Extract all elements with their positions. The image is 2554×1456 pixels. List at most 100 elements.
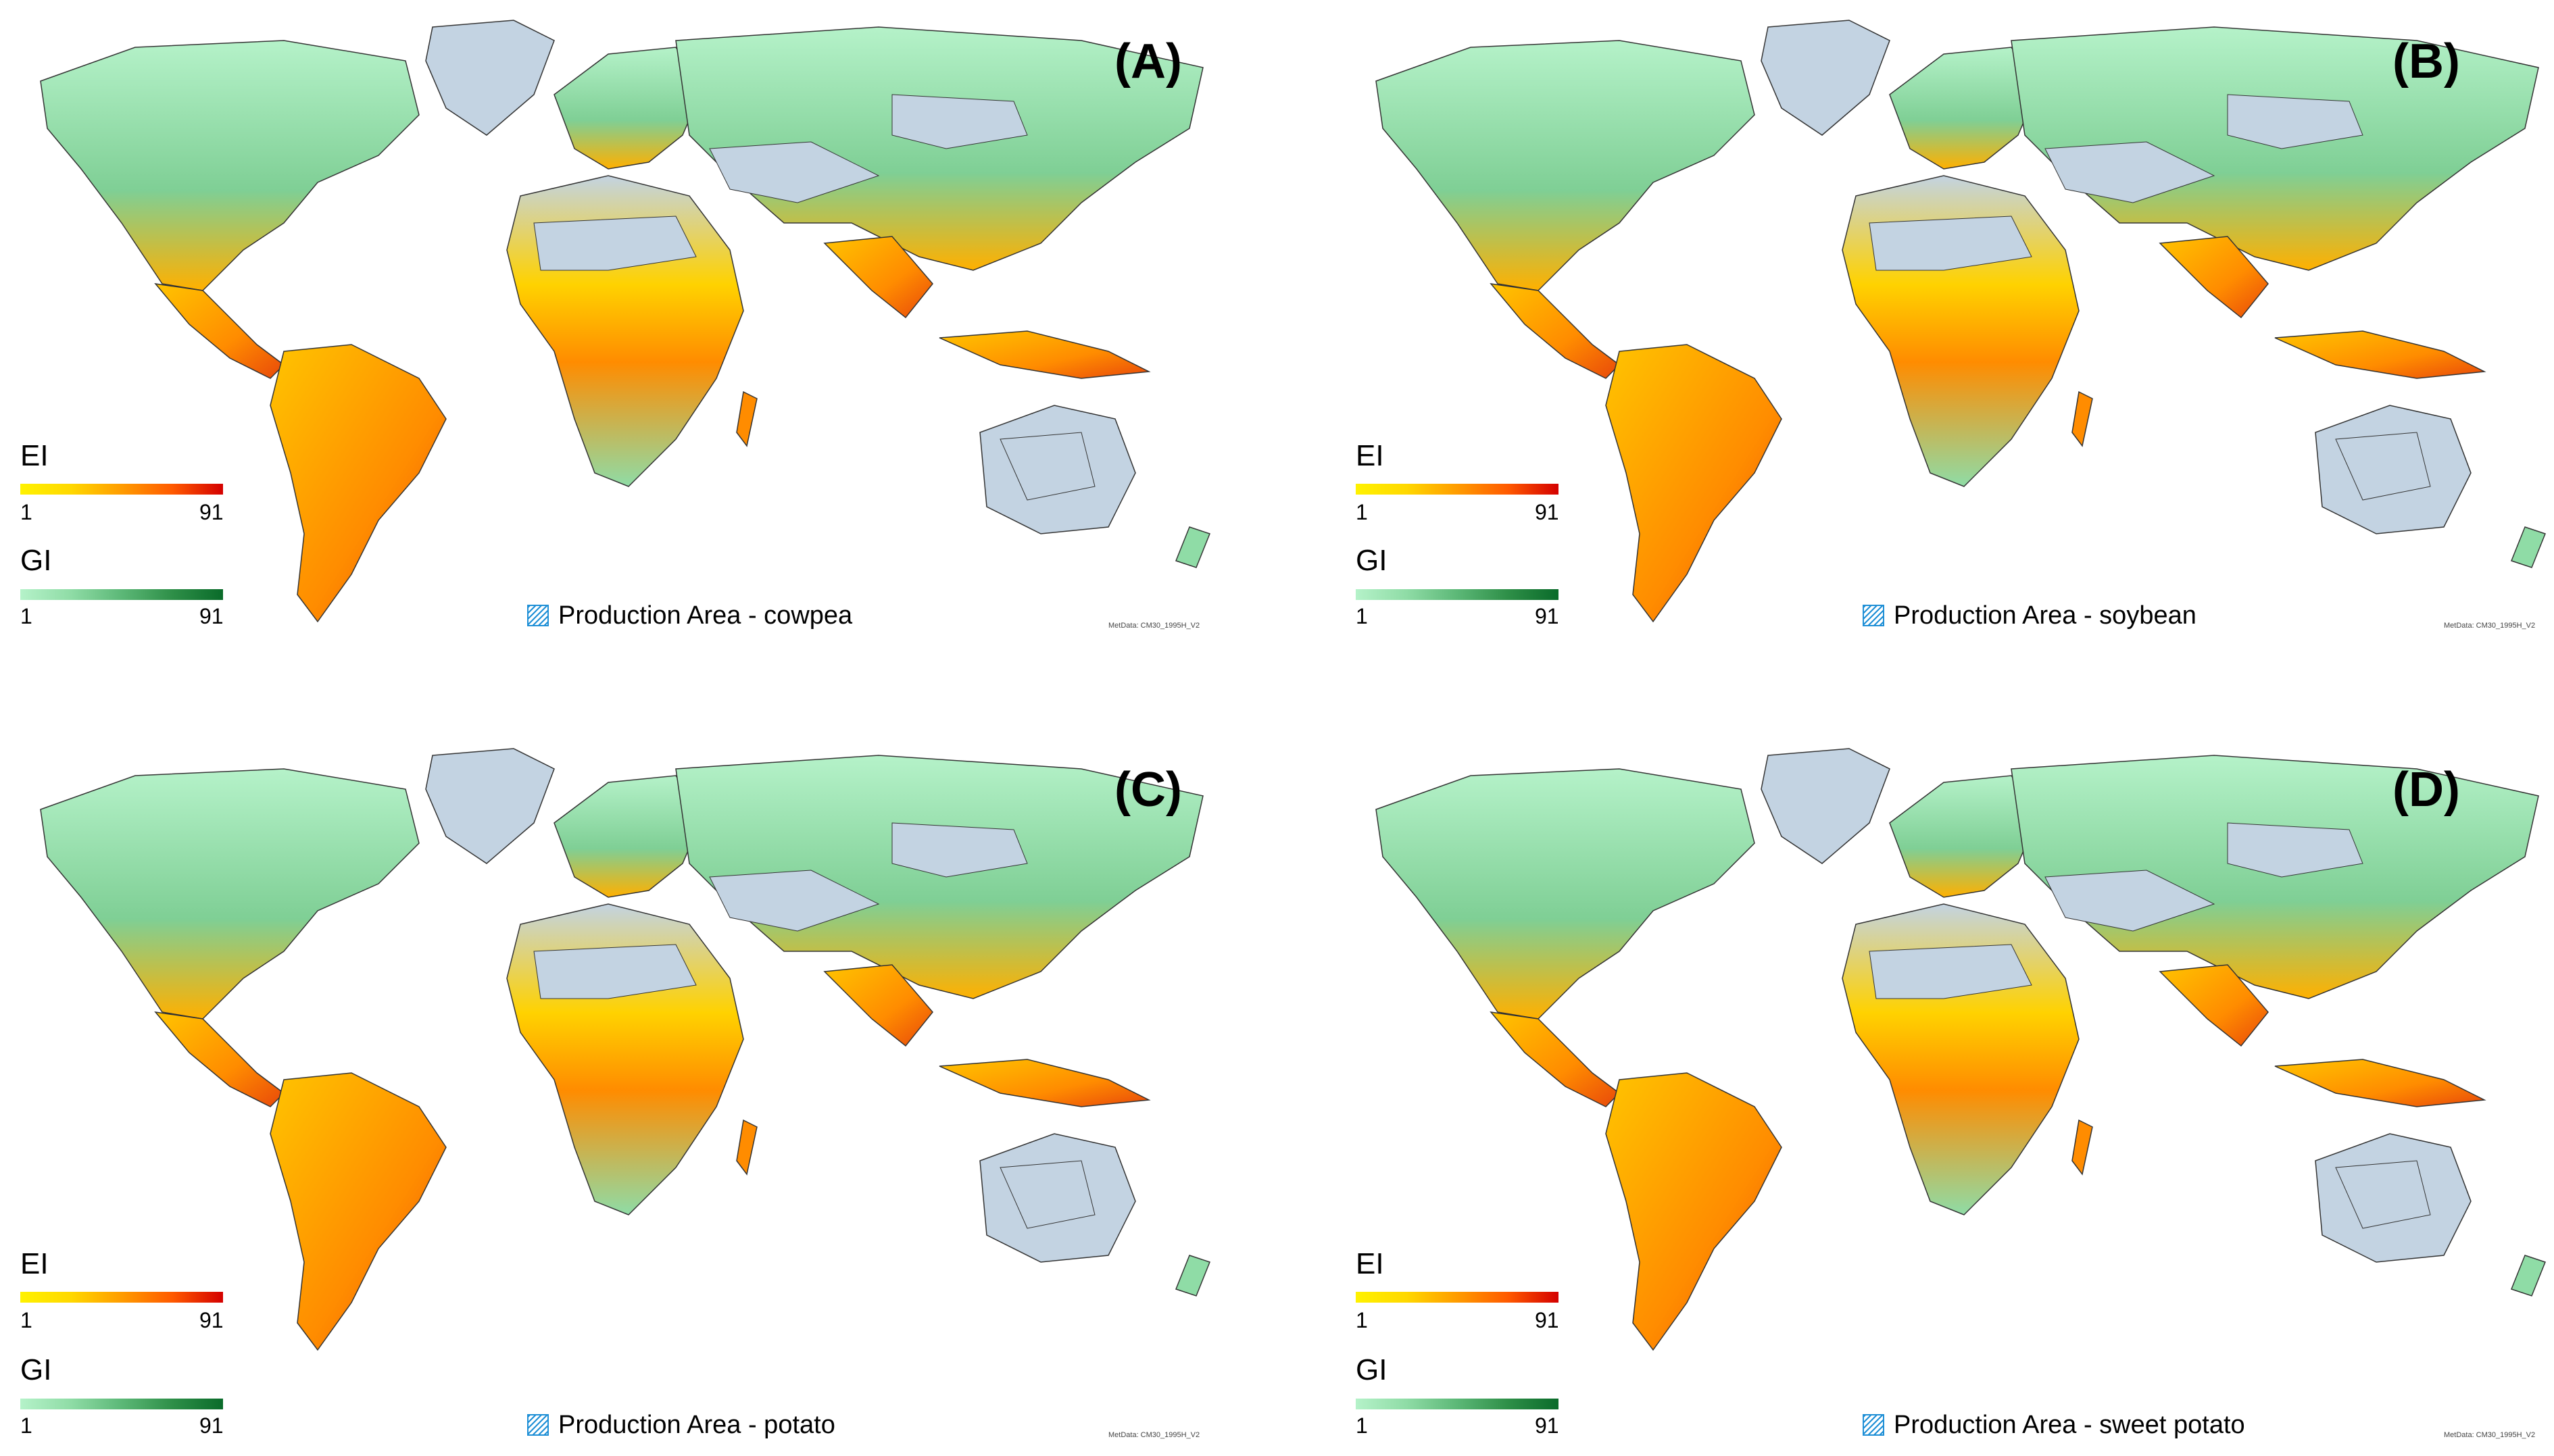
crop-name: - sweet potato xyxy=(2083,1411,2245,1439)
south-asia-landmass xyxy=(2159,236,2269,319)
ei-max-label: 91 xyxy=(199,500,224,524)
europe-landmass xyxy=(554,775,704,898)
gi-max-label: 91 xyxy=(1535,604,1559,628)
south-asia-landmass xyxy=(823,964,933,1047)
gi-min-label: 1 xyxy=(1356,604,1368,628)
gi-color-ramp xyxy=(1356,1399,1558,1409)
world-map xyxy=(1375,748,2546,1351)
ei-min-label: 1 xyxy=(20,1308,32,1332)
gi-legend-title: GI xyxy=(1356,1353,1387,1386)
hatch-swatch-icon xyxy=(1863,605,1884,626)
ei-legend-title: EI xyxy=(1356,1247,1384,1280)
unsuitable-region-2 xyxy=(891,822,1028,878)
central-america-landmass xyxy=(1490,1011,1621,1107)
unsuitable-region-2 xyxy=(2227,94,2363,149)
central-america-landmass xyxy=(154,1011,285,1107)
south-america-landmass xyxy=(270,1072,447,1351)
gi-max-label: 91 xyxy=(1535,1413,1559,1438)
madagascar-landmass xyxy=(736,391,758,447)
madagascar-landmass xyxy=(2071,1119,2093,1176)
new-zealand-landmass xyxy=(1175,526,1210,568)
gi-color-ramp xyxy=(1356,589,1558,600)
crop-name: - soybean xyxy=(2083,601,2196,630)
indonesia-landmass xyxy=(939,330,1151,379)
production-area-label: Production Area xyxy=(1894,601,2077,630)
unsuitable-region-3 xyxy=(2335,1160,2431,1229)
gi-color-ramp xyxy=(20,589,223,600)
north-america-landmass xyxy=(40,40,420,291)
central-america-landmass xyxy=(154,282,285,379)
ei-max-label: 91 xyxy=(199,1308,224,1332)
central-america-landmass xyxy=(1490,282,1621,379)
unsuitable-region-3 xyxy=(1000,432,1096,501)
production-area-label: Production Area xyxy=(558,601,741,630)
ei-color-ramp xyxy=(1356,484,1558,495)
gi-legend-title: GI xyxy=(1356,544,1387,577)
world-map xyxy=(40,748,1210,1351)
new-zealand-landmass xyxy=(2511,1255,2546,1297)
gi-min-label: 1 xyxy=(20,604,32,628)
crop-name: - cowpea xyxy=(747,601,853,630)
ei-color-ramp xyxy=(20,484,223,495)
gi-min-label: 1 xyxy=(1356,1413,1368,1438)
greenland-landmass xyxy=(1761,20,1890,136)
hatch-swatch-icon xyxy=(527,1414,549,1436)
hatch-swatch-icon xyxy=(1863,1414,1884,1436)
unsuitable-region-3 xyxy=(1000,1160,1096,1229)
unsuitable-region-0 xyxy=(533,216,697,271)
map-panel-c: (C) EI 1 91 GI 1 91 Production Area - po… xyxy=(0,728,1277,1456)
madagascar-landmass xyxy=(736,1119,758,1176)
gi-color-ramp xyxy=(20,1399,223,1409)
greenland-landmass xyxy=(425,20,555,136)
ei-color-ramp xyxy=(1356,1292,1558,1303)
europe-landmass xyxy=(1889,47,2039,170)
ei-color-ramp xyxy=(20,1292,223,1303)
gi-min-label: 1 xyxy=(20,1413,32,1438)
unsuitable-region-1 xyxy=(709,870,880,932)
ei-legend-title: EI xyxy=(20,439,49,472)
ei-max-label: 91 xyxy=(1535,500,1559,524)
ei-min-label: 1 xyxy=(1356,1308,1368,1332)
unsuitable-region-0 xyxy=(1869,944,2032,999)
unsuitable-region-1 xyxy=(2044,870,2215,932)
metdata-credit: MetData: CM30_1995H_V2 xyxy=(1108,622,1200,630)
south-america-landmass xyxy=(1605,344,1782,623)
south-asia-landmass xyxy=(2159,964,2269,1047)
indonesia-landmass xyxy=(939,1059,1151,1107)
production-area-legend: Production Area - potato xyxy=(527,1411,835,1440)
panel-label: (B) xyxy=(2392,34,2460,89)
madagascar-landmass xyxy=(2071,391,2093,447)
south-america-landmass xyxy=(270,344,447,623)
north-america-landmass xyxy=(1375,40,1755,291)
metdata-credit: MetData: CM30_1995H_V2 xyxy=(1108,1431,1200,1439)
ei-min-label: 1 xyxy=(20,500,32,524)
metdata-credit: MetData: CM30_1995H_V2 xyxy=(2444,622,2536,630)
map-panel-b: (B) EI 1 91 GI 1 91 Production Area - so… xyxy=(1335,0,2554,728)
production-area-legend: Production Area - soybean xyxy=(1863,601,2196,630)
production-area-legend: Production Area - cowpea xyxy=(527,601,852,630)
europe-landmass xyxy=(1889,775,2039,898)
metdata-credit: MetData: CM30_1995H_V2 xyxy=(2444,1431,2536,1439)
indonesia-landmass xyxy=(2274,330,2486,379)
ei-legend-title: EI xyxy=(1356,439,1384,472)
panel-label: (A) xyxy=(1114,34,1182,89)
unsuitable-region-2 xyxy=(891,94,1028,149)
south-america-landmass xyxy=(1605,1072,1782,1351)
greenland-landmass xyxy=(425,748,555,864)
north-america-landmass xyxy=(40,768,420,1020)
ei-legend-title: EI xyxy=(20,1247,49,1280)
panel-label: (D) xyxy=(2392,763,2460,817)
production-area-legend: Production Area - sweet potato xyxy=(1863,1411,2245,1440)
new-zealand-landmass xyxy=(2511,526,2546,568)
gi-max-label: 91 xyxy=(199,1413,224,1438)
south-asia-landmass xyxy=(823,236,933,319)
unsuitable-region-0 xyxy=(533,944,697,999)
production-area-label: Production Area xyxy=(1894,1411,2077,1439)
ei-max-label: 91 xyxy=(1535,1308,1559,1332)
indonesia-landmass xyxy=(2274,1059,2486,1107)
gi-max-label: 91 xyxy=(199,604,224,628)
production-area-label: Production Area xyxy=(558,1411,741,1439)
unsuitable-region-3 xyxy=(2335,432,2431,501)
europe-landmass xyxy=(554,47,704,170)
unsuitable-region-1 xyxy=(709,141,880,203)
